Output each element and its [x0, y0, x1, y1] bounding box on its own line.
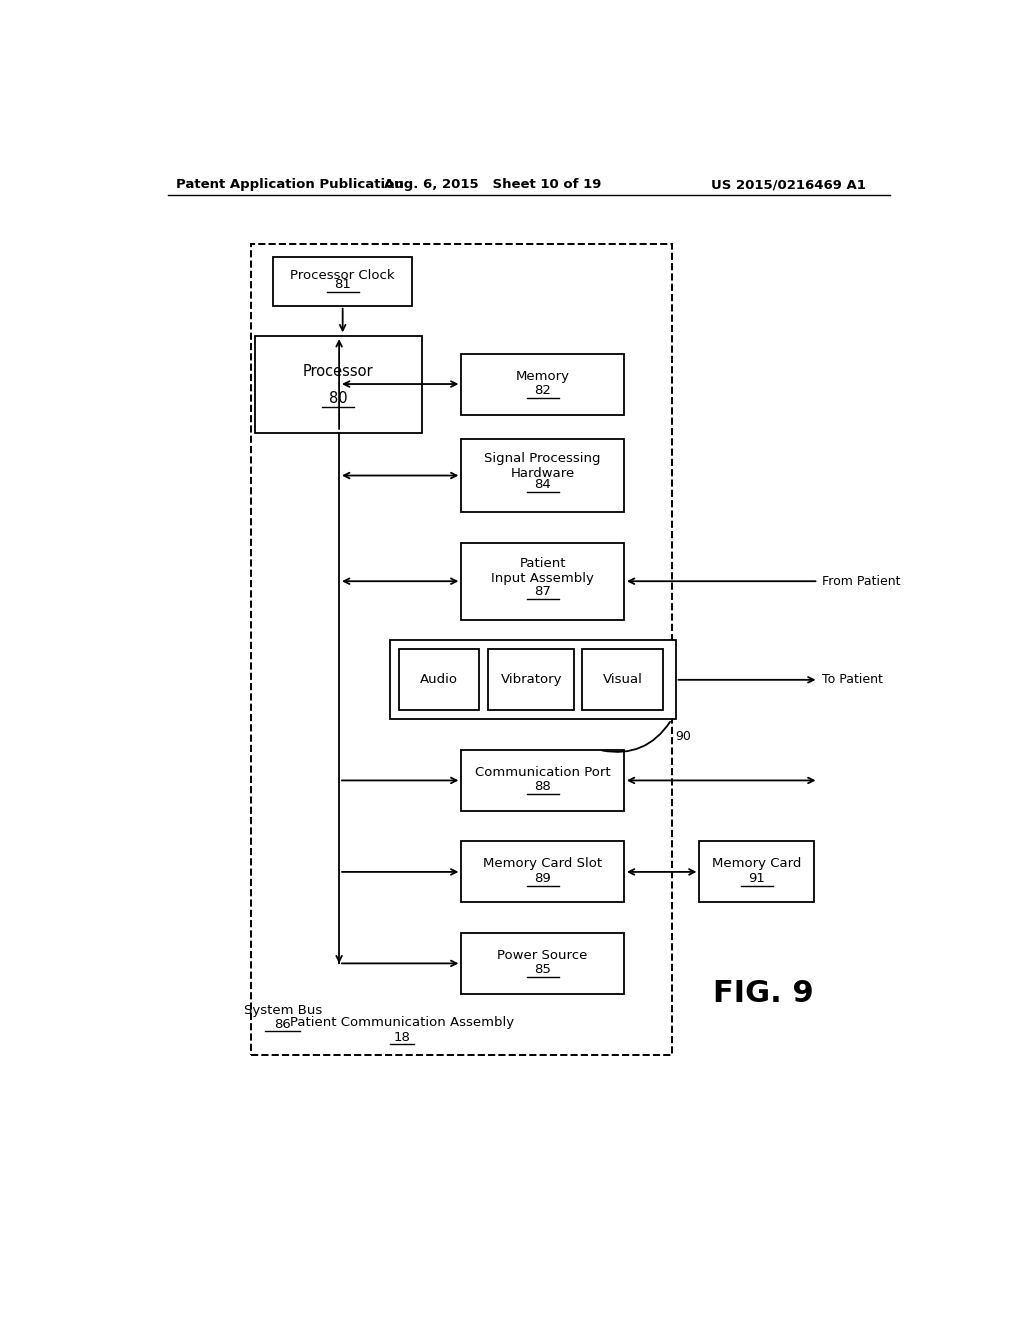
Text: US 2015/0216469 A1: US 2015/0216469 A1 [712, 178, 866, 191]
Text: Signal Processing
Hardware: Signal Processing Hardware [484, 451, 601, 480]
Text: From Patient: From Patient [822, 574, 901, 587]
Text: Communication Port: Communication Port [475, 766, 610, 779]
Text: 86: 86 [274, 1019, 291, 1031]
Bar [461, 354, 624, 414]
Bar [255, 337, 422, 433]
Text: 80: 80 [329, 391, 347, 405]
Text: To Patient: To Patient [822, 673, 884, 686]
Text: Patient
Input Assembly: Patient Input Assembly [492, 557, 594, 585]
Text: FIG. 9: FIG. 9 [713, 979, 813, 1008]
Text: Processor: Processor [303, 364, 374, 379]
Bar [273, 257, 412, 306]
Bar [461, 543, 624, 620]
Text: Patient Communication Assembly: Patient Communication Assembly [290, 1016, 514, 1030]
Text: 90: 90 [676, 730, 691, 743]
Text: 85: 85 [535, 964, 551, 975]
Text: 18: 18 [393, 1031, 411, 1044]
Bar [399, 649, 479, 710]
Bar [251, 244, 672, 1055]
Bar [461, 440, 624, 512]
Text: 89: 89 [535, 871, 551, 884]
Text: Aug. 6, 2015   Sheet 10 of 19: Aug. 6, 2015 Sheet 10 of 19 [384, 178, 602, 191]
Text: 88: 88 [535, 780, 551, 793]
Text: 82: 82 [535, 384, 551, 396]
Text: Processor Clock: Processor Clock [291, 268, 395, 281]
Text: Vibratory: Vibratory [501, 673, 562, 686]
Bar [488, 649, 574, 710]
Text: 84: 84 [535, 478, 551, 491]
Text: System Bus: System Bus [244, 1005, 322, 1018]
Bar [461, 933, 624, 994]
Bar [699, 841, 814, 903]
Text: Memory: Memory [516, 370, 569, 383]
Text: Visual: Visual [602, 673, 642, 686]
Text: Patent Application Publication: Patent Application Publication [176, 178, 403, 191]
Bar [461, 841, 624, 903]
Text: Memory Card Slot: Memory Card Slot [483, 858, 602, 870]
Text: 87: 87 [535, 585, 551, 598]
Text: Audio: Audio [420, 673, 458, 686]
Text: Memory Card: Memory Card [713, 858, 802, 870]
Bar [582, 649, 663, 710]
Bar [390, 640, 676, 719]
Text: 91: 91 [749, 871, 765, 884]
Text: Power Source: Power Source [498, 949, 588, 962]
Bar [461, 750, 624, 810]
Text: 81: 81 [334, 279, 351, 292]
